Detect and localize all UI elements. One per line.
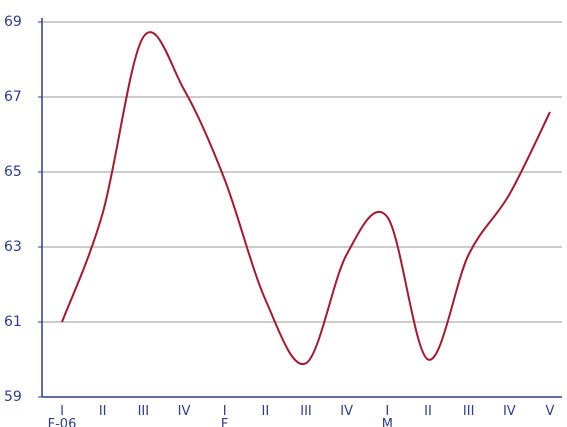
x-tick-label: IV bbox=[178, 404, 191, 419]
y-tick-label: 67 bbox=[4, 89, 22, 105]
x-tick-label: IV bbox=[340, 404, 353, 419]
series-line bbox=[61, 31, 551, 366]
x-tick-label: III bbox=[138, 404, 150, 419]
y-tick-label: 63 bbox=[4, 239, 22, 255]
x-axis-ticks: I II III IV I II III IV I II III IV VF-06 F M bbox=[48, 404, 555, 427]
x-period-label: M bbox=[382, 417, 393, 427]
x-period-label: F bbox=[221, 417, 228, 427]
x-tick-label: II bbox=[261, 404, 269, 419]
axes bbox=[38, 18, 562, 398]
y-tick-label: 61 bbox=[4, 314, 22, 330]
series-group bbox=[61, 31, 551, 366]
x-period-label: F-06 bbox=[48, 417, 77, 427]
x-tick-label: II bbox=[424, 404, 432, 419]
y-tick-label: 69 bbox=[4, 14, 22, 30]
x-tick-label: III bbox=[300, 404, 312, 419]
x-tick-label: II bbox=[99, 404, 107, 419]
x-tick-label: III bbox=[463, 404, 475, 419]
x-tick-label: V bbox=[546, 404, 555, 419]
grid-lines bbox=[42, 21, 562, 323]
x-tick-label: I bbox=[385, 404, 389, 419]
x-tick-label: I bbox=[60, 404, 64, 419]
y-axis-ticks: 59 61 63 65 67 69 bbox=[4, 14, 22, 405]
x-tick-label: IV bbox=[503, 404, 516, 419]
x-tick-label: I bbox=[223, 404, 227, 419]
y-tick-label: 59 bbox=[4, 389, 22, 405]
y-tick-label: 65 bbox=[4, 164, 22, 180]
